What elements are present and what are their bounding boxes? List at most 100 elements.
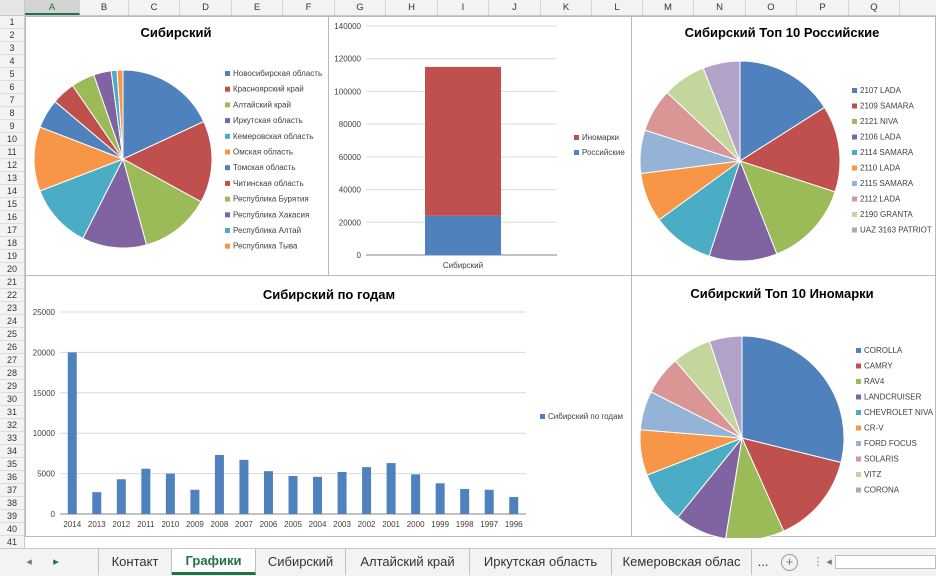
row-header-24[interactable]: 24 [0,315,24,328]
row-header-38[interactable]: 38 [0,497,24,510]
row-header-12[interactable]: 12 [0,159,24,172]
row-header-2[interactable]: 2 [0,29,24,42]
column-header-I[interactable]: I [438,0,489,15]
legend-label-5: CR-V [864,424,884,433]
column-header-P[interactable]: P [797,0,849,15]
column-header-M[interactable]: M [643,0,694,15]
row-header-25[interactable]: 25 [0,328,24,341]
column-header-L[interactable]: L [592,0,643,15]
row-header-35[interactable]: 35 [0,458,24,471]
horizontal-scrollbar[interactable] [835,555,936,569]
legend-swatch-7 [856,456,861,462]
select-all-corner[interactable] [0,0,25,15]
tab-scroll-left-button[interactable]: ◂ [26,556,32,568]
sheet-tab-2[interactable]: Сибирский [256,549,346,575]
row-header-4[interactable]: 4 [0,55,24,68]
sheet-tab-1[interactable]: Графики [172,549,256,575]
row-header-28[interactable]: 28 [0,367,24,380]
row-header-8[interactable]: 8 [0,107,24,120]
legend-swatch-3 [856,394,861,400]
column-header-H[interactable]: H [386,0,438,15]
sheet-tab-5[interactable]: Кемеровская облас [612,549,752,575]
x-tick-label-11: 2003 [333,520,351,529]
legend-swatch-10 [225,228,230,233]
row-header-39[interactable]: 39 [0,510,24,523]
legend-swatch-3 [225,118,230,124]
row-header-40[interactable]: 40 [0,523,24,536]
row-header-14[interactable]: 14 [0,185,24,198]
row-header-29[interactable]: 29 [0,380,24,393]
column-header-K[interactable]: K [541,0,592,15]
row-header-30[interactable]: 30 [0,393,24,406]
row-header-16[interactable]: 16 [0,211,24,224]
row-header-37[interactable]: 37 [0,484,24,497]
row-header-17[interactable]: 17 [0,224,24,237]
row-header-9[interactable]: 9 [0,120,24,133]
chart-stacked-bar[interactable]: 0 20000 40000 60000 80000 100000 120000 140000 С… [328,16,632,276]
legend-swatch-1 [852,103,857,109]
row-header-7[interactable]: 7 [0,94,24,107]
row-header-6[interactable]: 6 [0,81,24,94]
row-header-22[interactable]: 22 [0,289,24,302]
column-header-D[interactable]: D [180,0,232,15]
row-header-18[interactable]: 18 [0,237,24,250]
row-header-36[interactable]: 36 [0,471,24,484]
row-header-21[interactable]: 21 [0,276,24,289]
hscroll-left-button[interactable]: ◂ [826,556,832,568]
legend-label-8: VITZ [864,470,881,479]
sheet-tab-4[interactable]: Иркутская область [470,549,612,575]
row-header-41[interactable]: 41 [0,536,24,548]
row-header-34[interactable]: 34 [0,445,24,458]
legend-label-0: Иномарки [582,133,619,142]
row-header-31[interactable]: 31 [0,406,24,419]
column-header-O[interactable]: O [746,0,797,15]
chart-russian-top10-pie[interactable]: Сибирский Топ 10 Российские 2107 LADA 2109… [631,16,936,276]
x-tick-label-8: 2006 [260,520,278,529]
bar-18 [509,497,519,514]
legend-label-2: Алтайский край [233,100,291,109]
row-header-3[interactable]: 3 [0,42,24,55]
x-tick-label-17: 1997 [480,520,498,529]
column-header-J[interactable]: J [489,0,541,15]
column-header-C[interactable]: C [129,0,180,15]
row-header-27[interactable]: 27 [0,354,24,367]
x-tick-label-2: 2012 [112,520,130,529]
column-header-A[interactable]: A [25,0,80,15]
row-header-23[interactable]: 23 [0,302,24,315]
bar-3 [141,468,151,514]
tab-options-icon[interactable]: ⋮ [812,556,824,568]
chart-foreign-top10-pie[interactable]: Сибирский Топ 10 Иномарки COROLLA CAMRY RAV… [631,275,936,538]
bar-17 [484,489,494,514]
row-header-13[interactable]: 13 [0,172,24,185]
chart-years-bar[interactable]: Сибирский по годам 0 5000 10000 15000 20000 25… [25,275,632,537]
row-header-15[interactable]: 15 [0,198,24,211]
column-header-Q[interactable]: Q [849,0,900,15]
column-header-F[interactable]: F [283,0,335,15]
legend-label-0: Сибирский по годам [548,412,623,421]
row-header-5[interactable]: 5 [0,68,24,81]
column-header-G[interactable]: G [335,0,386,15]
row-header-33[interactable]: 33 [0,432,24,445]
row-header-20[interactable]: 20 [0,263,24,276]
column-header-B[interactable]: B [80,0,129,15]
chart-regions-pie[interactable]: Сибирский Новосибирская область Красноярск… [25,16,329,276]
column-header-N[interactable]: N [694,0,746,15]
column-header-E[interactable]: E [232,0,283,15]
bar-15 [435,483,445,514]
x-tick-label-4: 2010 [161,520,179,529]
sheet-tab-3[interactable]: Алтайский край [346,549,470,575]
row-header-10[interactable]: 10 [0,133,24,146]
row-header-1[interactable]: 1 [0,16,24,29]
legend-label-3: 2106 LADA [860,133,902,142]
row-header-19[interactable]: 19 [0,250,24,263]
pie-slice-1 [121,120,213,203]
pie-slice-0 [739,60,826,162]
more-tabs-button[interactable]: ... [757,554,769,569]
tab-scroll-right-button[interactable]: ▸ [53,556,59,568]
row-header-11[interactable]: 11 [0,146,24,159]
add-sheet-button[interactable]: + [781,554,798,571]
row-header-32[interactable]: 32 [0,419,24,432]
row-header-26[interactable]: 26 [0,341,24,354]
sheet-tab-0[interactable]: Контакт [98,549,172,575]
